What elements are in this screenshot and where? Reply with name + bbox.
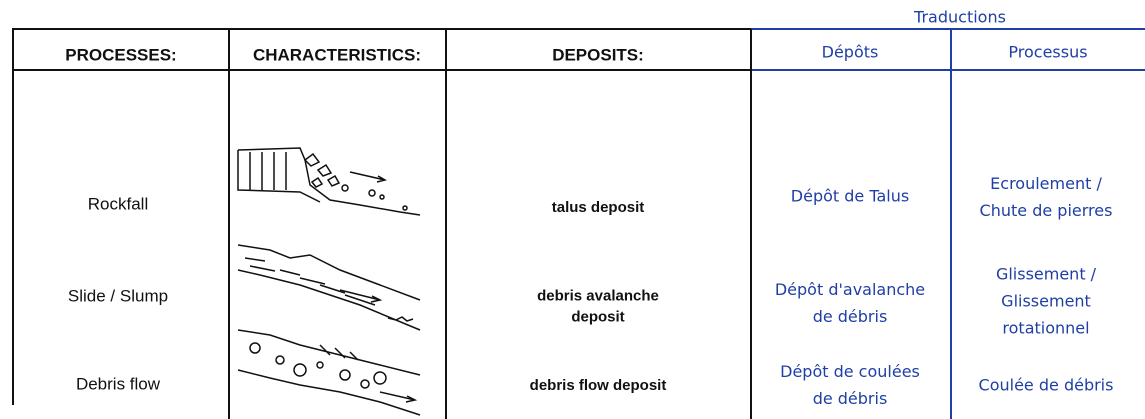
cell-text: Dépôt de Talus	[791, 187, 909, 206]
cell-text: talus deposit	[552, 199, 645, 216]
cell-text: de débris	[813, 307, 888, 326]
cell-text: Dépôt d'avalanche	[775, 280, 925, 299]
column-header: DEPOSITS:	[552, 45, 644, 64]
cell-text: Glissement /	[996, 265, 1097, 284]
column-header: CHARACTERISTICS:	[253, 45, 421, 64]
cell-text: Ecroulement /	[990, 174, 1102, 193]
cell-text: de débris	[813, 389, 888, 408]
cell-text: deposit	[571, 308, 624, 325]
cell-text: debris avalanche	[537, 287, 659, 304]
cell-text: rotationnel	[1002, 319, 1089, 338]
cell-text: Debris flow	[76, 374, 161, 393]
cell-text: Slide / Slump	[68, 286, 168, 305]
cell-text: Rockfall	[88, 194, 148, 213]
page-title: Traductions	[913, 8, 1006, 27]
column-header: Processus	[1008, 43, 1087, 62]
cell-text: Coulée de débris	[979, 376, 1114, 395]
table-lines	[12, 28, 1145, 419]
cell-text: Chute de pierres	[980, 201, 1113, 220]
column-header: PROCESSES:	[65, 45, 176, 64]
cell-text: Glissement	[1001, 292, 1091, 311]
sketches	[237, 147, 421, 416]
cell-text: debris flow deposit	[530, 377, 667, 394]
column-header: Dépôts	[822, 43, 879, 62]
cell-text: Dépôt de coulées	[780, 362, 920, 381]
